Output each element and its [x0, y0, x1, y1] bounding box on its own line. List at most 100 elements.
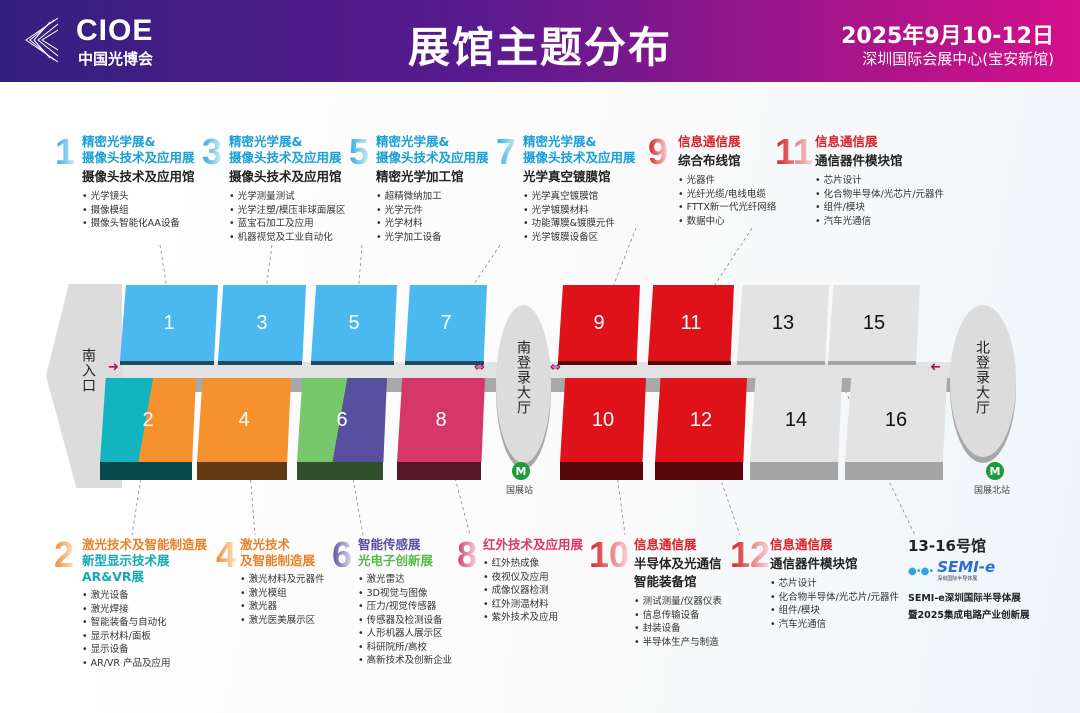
section-title: 信息通信展	[634, 537, 697, 552]
hall-info-8: 8 红外技术及应用展红外热成像夜视仪及应用成像仪器检测红外测温材料紫外技术及应用	[457, 537, 584, 625]
hall-number-big: 8	[457, 534, 478, 575]
hall-7[interactable]: 7	[405, 285, 487, 365]
hall-9[interactable]: 9	[558, 285, 640, 365]
list-item: 智能装备与自动化	[82, 616, 207, 630]
section-title: 激光技术及智能制造展	[82, 537, 208, 552]
north-registration-hall[interactable]	[950, 305, 1016, 457]
hall-number: 13	[771, 311, 795, 334]
hall-14[interactable]: 14	[750, 378, 842, 480]
hall-10[interactable]: 10	[560, 378, 646, 480]
hall-12[interactable]: 12	[655, 378, 747, 480]
list-item: 数据中心	[678, 215, 776, 229]
hall-number-big: 4	[216, 534, 237, 575]
hall-11[interactable]: 11	[648, 285, 734, 365]
list-item: 激光模组	[240, 587, 325, 601]
hall-4[interactable]: 4	[197, 378, 291, 480]
hall-number-big: 6	[332, 534, 353, 575]
list-item: 光学镜头	[82, 190, 195, 204]
hall-number-big: 3	[202, 131, 223, 172]
list-item: 激光材料及元器件	[240, 573, 325, 587]
list-item: 功能薄膜&镀膜元件	[523, 217, 636, 231]
section-title: 精密光学展&	[82, 134, 156, 149]
list-item: 激光器	[240, 600, 325, 614]
semi-title: 13-16号馆	[908, 537, 986, 555]
entry-arrow-icon: ➜	[108, 360, 119, 375]
cioe-logo-icon	[25, 17, 58, 63]
list-item: 机器视觉及工业自动化	[229, 231, 345, 245]
section-title: 新型显示技术展	[82, 553, 170, 568]
list-item: 高新技术及创新企业	[358, 654, 453, 668]
logo-text: CIOE	[76, 14, 154, 47]
hall-6[interactable]: 6	[297, 378, 387, 480]
hall-info-1: 1 精密光学展&摄像头技术及应用展摄像头技术及应用馆光学镜头摄像模组摄像头智能化A…	[55, 134, 195, 231]
logo-cn-text: 中国光博会	[78, 50, 154, 68]
hall-info-3: 3 精密光学展&摄像头技术及应用展摄像头技术及应用馆光学测量测试光学注塑/模压非球…	[202, 134, 346, 245]
hall-number: 2	[142, 408, 154, 431]
north-metro-label: 国展北站	[974, 486, 1011, 496]
hall-1[interactable]: 1	[120, 285, 218, 365]
list-item: 组件/模块	[815, 201, 944, 215]
section-title: 红外技术及应用展	[483, 537, 584, 552]
hall-name: 光学真空镀膜馆	[523, 169, 611, 184]
section-title: 信息通信展	[815, 134, 878, 149]
list-item: 芯片设计	[770, 577, 899, 591]
list-item: 科研院所/高校	[358, 641, 452, 655]
semi-info: 13-16号馆 ●•●• SEMI-e 深圳国际半导体展 SEMI-e深圳国际半…	[908, 535, 1029, 621]
section-title: 及智能制造展	[240, 553, 316, 568]
list-item: 化合物半导体/光芯片/元器件	[815, 188, 944, 202]
list-item: 紫外技术及应用	[483, 611, 583, 625]
hall-info-9: 9 信息通信展综合布线馆光器件光纤光缆/电线电缆FTTX新一代光纤网络数据中心	[648, 134, 776, 229]
list-item: 信息传输设备	[634, 609, 722, 623]
semi-logo: ●•●• SEMI-e 深圳国际半导体展	[908, 560, 1029, 583]
list-item: 夜视仪及应用	[483, 571, 583, 585]
list-item: 光学材料	[376, 217, 489, 231]
section-title: 摄像头技术及应用展	[229, 150, 342, 165]
list-item: 光学元件	[376, 204, 489, 218]
list-item: 封装设备	[634, 622, 722, 636]
metro-icon: M	[512, 462, 530, 480]
list-item: 芯片设计	[815, 174, 944, 188]
hall-3[interactable]: 3	[218, 285, 306, 365]
section-title: 激光技术	[240, 537, 291, 552]
list-item: 化合物半导体/光芯片/元器件	[770, 591, 899, 605]
hall-number-big: 12	[730, 534, 771, 575]
list-item: 红外热成像	[483, 557, 583, 571]
hall-13[interactable]: 13	[737, 285, 829, 365]
hall-name: 综合布线馆	[678, 153, 741, 168]
list-item: 激光焊接	[82, 603, 207, 617]
semi-dots-icon: ●•●•	[908, 565, 934, 577]
list-item: 汽车光通信	[815, 215, 944, 229]
bidirectional-arrow-icon: ⇔	[474, 360, 485, 375]
list-item: 汽车光通信	[770, 618, 899, 632]
list-item: 显示材料/面板	[82, 630, 207, 644]
hall-number-big: 10	[589, 534, 630, 575]
hall-info-2: 2 激光技术及智能制造展新型显示技术展AR&VR展激光设备激光焊接智能装备与自动化…	[54, 537, 208, 670]
south-metro-label: 国展站	[506, 486, 534, 496]
hall-number: 9	[593, 311, 605, 334]
section-title: 摄像头技术及应用展	[523, 150, 636, 165]
list-item: 光学镀膜材料	[523, 204, 636, 218]
semi-line2: 暨2025集成电路产业创新展	[908, 610, 1030, 621]
hall-number: 10	[591, 408, 615, 431]
hall-8[interactable]: 8	[397, 378, 485, 480]
hall-number: 15	[862, 311, 886, 334]
list-item: 光学注塑/模压非球面展区	[229, 204, 346, 218]
list-item: 摄像头智能化AA设备	[82, 217, 195, 231]
hall-name: 通信器件模块馆	[770, 556, 858, 571]
hall-name: 通信器件模块馆	[815, 153, 903, 168]
list-item: 组件/模块	[770, 604, 899, 618]
hall-number: 5	[348, 311, 360, 334]
south-registration-hall[interactable]	[496, 305, 551, 463]
north-hall-label: 北登录大厅	[974, 340, 990, 415]
list-item: 光学测量测试	[229, 190, 345, 204]
hall-5[interactable]: 5	[311, 285, 397, 365]
list-item: 测试测量/仪器仪表	[634, 595, 722, 609]
hall-info-5: 5 精密光学展&摄像头技术及应用展精密光学加工馆超精微纳加工光学元件光学材料光学加…	[349, 134, 489, 244]
hall-16[interactable]: 16	[845, 378, 947, 480]
hall-15[interactable]: 15	[828, 285, 920, 365]
list-item: 光学镀膜设备区	[523, 231, 636, 245]
hall-number-big: 7	[496, 131, 517, 172]
hall-number-big: 2	[54, 534, 75, 575]
hall-2[interactable]: 2	[100, 378, 196, 480]
list-item: 超精微纳加工	[376, 190, 489, 204]
